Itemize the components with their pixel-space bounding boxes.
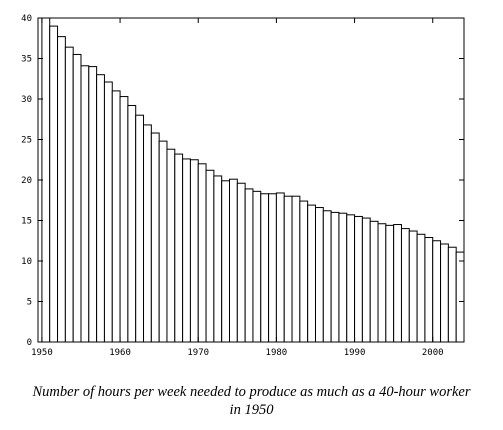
bar-1993 xyxy=(377,223,387,343)
y-tick-label-20: 20 xyxy=(21,176,32,186)
bar-1953 xyxy=(64,46,74,343)
bar-1972 xyxy=(213,175,223,343)
bar-1988 xyxy=(338,212,348,343)
bar-1968 xyxy=(182,158,191,343)
bar-1990 xyxy=(354,215,363,343)
x-tick-label-1980: 1980 xyxy=(266,348,288,358)
bar-1998 xyxy=(416,233,426,343)
bar-1984 xyxy=(307,204,316,343)
bar-1961 xyxy=(127,104,137,343)
bar-1964 xyxy=(150,132,160,343)
y-tick-label-15: 15 xyxy=(21,217,32,227)
bar-1995 xyxy=(393,224,402,343)
y-tick-label-40: 40 xyxy=(21,14,32,24)
y-tick-label-35: 35 xyxy=(21,55,32,65)
bar-1966 xyxy=(166,148,176,343)
caption-line-2: in 1950 xyxy=(229,402,274,418)
bar-1970 xyxy=(197,163,207,343)
bar-1958 xyxy=(103,81,113,343)
bar-1991 xyxy=(361,217,371,343)
bar-1981 xyxy=(283,195,293,343)
bar-1957 xyxy=(96,74,105,343)
bar-1994 xyxy=(385,224,395,343)
bar-1982 xyxy=(291,195,301,343)
y-tick-label-0: 0 xyxy=(27,338,32,348)
bar-1999 xyxy=(424,237,434,343)
bar-1969 xyxy=(189,159,199,343)
y-tick-label-10: 10 xyxy=(21,257,32,267)
bar-1962 xyxy=(135,114,145,343)
bar-1959 xyxy=(111,90,121,343)
caption-line-1: Number of hours per week needed to produ… xyxy=(32,384,471,400)
bar-1951 xyxy=(49,25,59,343)
x-tick-label-1970: 1970 xyxy=(187,348,209,358)
bar-2001 xyxy=(440,243,449,343)
bar-1987 xyxy=(330,211,340,343)
chart-caption: Number of hours per week needed to produ… xyxy=(0,383,503,419)
bar-1956 xyxy=(88,66,98,343)
bar-1965 xyxy=(158,140,168,343)
bar-1985 xyxy=(314,207,324,343)
x-tick-label-1950: 1950 xyxy=(31,348,53,358)
y-tick-label-5: 5 xyxy=(27,298,32,308)
bar-1983 xyxy=(299,200,309,343)
y-tick-label-25: 25 xyxy=(21,136,32,146)
x-tick-label-2000: 2000 xyxy=(422,348,444,358)
bar-1967 xyxy=(174,153,184,343)
bar-1996 xyxy=(400,228,410,343)
y-tick-label-30: 30 xyxy=(21,95,32,105)
bar-1978 xyxy=(260,193,270,343)
bar-1950 xyxy=(41,17,51,343)
bar-1973 xyxy=(221,180,231,343)
bar-1989 xyxy=(346,214,356,343)
bar-1986 xyxy=(322,210,332,343)
bar-1954 xyxy=(72,53,82,343)
bar-chart: 0 5 10 15 20 25 30 35 40 1950 1960 1970 1980 1990 2000 xyxy=(21,14,465,358)
bar-1952 xyxy=(57,36,66,343)
bar-1975 xyxy=(236,182,246,343)
bar-2000 xyxy=(432,240,442,343)
bar-1980 xyxy=(275,192,285,343)
bar-1979 xyxy=(268,193,277,343)
bar-2002 xyxy=(447,246,457,343)
bar-1971 xyxy=(205,169,215,343)
bar-1974 xyxy=(229,178,238,343)
axes: 0 5 10 15 20 25 30 35 40 1950 1960 1970 1980 1990 2000 xyxy=(21,14,464,358)
bar-1960 xyxy=(119,96,129,343)
x-tick-label-1960: 1960 xyxy=(109,348,131,358)
bar-1997 xyxy=(408,230,418,343)
bar-2003 xyxy=(455,251,465,343)
bars xyxy=(41,17,465,343)
bar-1955 xyxy=(80,65,90,343)
x-tick-label-1990: 1990 xyxy=(344,348,366,358)
bar-1977 xyxy=(252,190,262,343)
bar-1992 xyxy=(369,220,379,343)
bar-1963 xyxy=(143,124,152,343)
bar-1976 xyxy=(244,188,254,343)
